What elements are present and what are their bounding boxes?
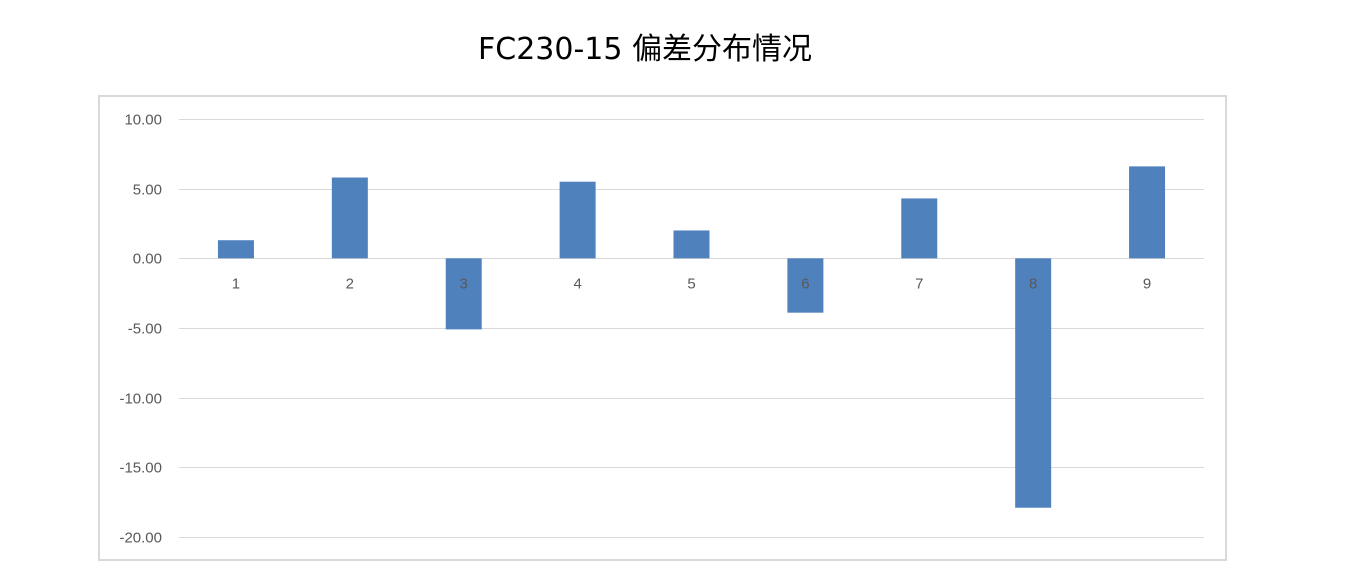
y-tick-label: -10.00 [119, 391, 162, 408]
bar-6 [787, 258, 824, 313]
y-tick-label: 0.00 [133, 251, 162, 268]
bar-8 [1015, 258, 1052, 508]
x-axis-tick-labels: 1 2 3 4 5 6 7 8 9 [232, 275, 1151, 292]
x-tick-label: 2 [346, 275, 354, 292]
y-tick-label: -5.00 [128, 321, 162, 338]
y-axis-tick-labels: 10.00 5.00 0.00 -5.00 -10.00 -15.00 -20.00 [119, 112, 162, 547]
chart-title: FC230-15 偏差分布情况 [478, 32, 812, 67]
bar-1 [217, 240, 254, 259]
chart-area [98, 95, 1227, 561]
bar-9 [1129, 166, 1166, 259]
x-tick-label: 8 [1029, 275, 1037, 292]
x-tick-label: 1 [232, 275, 240, 292]
x-tick-label: 6 [801, 275, 809, 292]
bar-4 [559, 181, 596, 259]
bar-2 [331, 177, 368, 259]
bar-5 [673, 230, 710, 259]
x-tick-label: 7 [915, 275, 923, 292]
x-tick-label: 9 [1143, 275, 1151, 292]
y-tick-label: 5.00 [133, 182, 162, 199]
bar-7 [901, 198, 938, 259]
bar-3 [445, 258, 482, 330]
x-tick-label: 4 [573, 275, 581, 292]
y-tick-label: -20.00 [119, 530, 162, 547]
x-tick-label: 3 [460, 275, 468, 292]
y-tick-label: -15.00 [119, 460, 162, 477]
y-tick-label: 10.00 [124, 112, 162, 129]
x-tick-label: 5 [687, 275, 695, 292]
bars [217, 166, 1166, 508]
